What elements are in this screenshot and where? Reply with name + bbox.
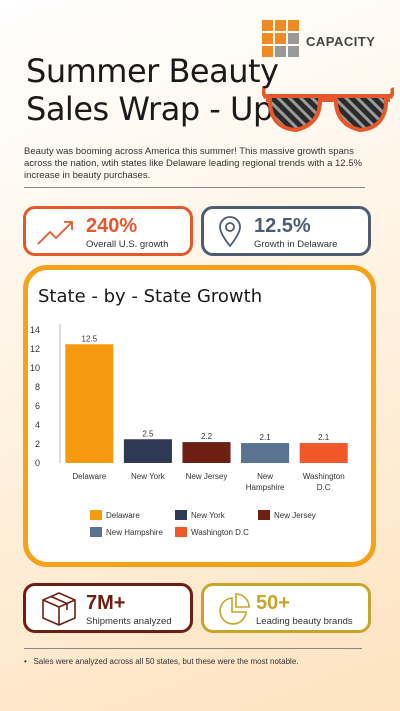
- legend-swatch: [175, 510, 187, 520]
- x-tick-label: Hampshire: [246, 483, 285, 492]
- stat-label: Shipments analyzed: [86, 616, 172, 627]
- legend-swatch: [258, 510, 270, 520]
- stat-card-shipments: 7M+ Shipments analyzed: [23, 583, 193, 633]
- x-tick-label: New Jersey: [186, 472, 228, 481]
- bar: [299, 443, 348, 463]
- footnote: • Sales were analyzed across all 50 stat…: [24, 657, 299, 666]
- title-line-2: Sales Wrap - Up: [26, 90, 273, 128]
- y-tick-label: 0: [35, 458, 40, 468]
- stat-card-delaware-growth: 12.5% Growth in Delaware: [201, 206, 371, 256]
- trending-up-icon: [37, 221, 73, 245]
- package-icon: [42, 592, 76, 626]
- divider: [24, 187, 365, 188]
- page-title: Summer Beauty Sales Wrap - Up: [26, 52, 279, 128]
- legend-item-new-hampshire: New Hampshire: [90, 527, 163, 537]
- y-tick-label: 14: [30, 325, 40, 335]
- legend-item-washington-dc: Washington D.C: [175, 527, 249, 537]
- data-label: 2.5: [142, 429, 154, 438]
- brand-name: CAPACITY: [306, 34, 376, 49]
- x-tick-label: Delaware: [72, 472, 106, 481]
- y-tick-label: 6: [35, 401, 40, 411]
- legend-swatch: [90, 510, 102, 520]
- legend-label: New Hampshire: [106, 527, 163, 537]
- brand-logo: CAPACITY: [262, 20, 392, 62]
- stat-card-brands: 50+ Leading beauty brands: [201, 583, 371, 633]
- stat-value: 7M+: [86, 592, 126, 614]
- legend-item-new-york: New York: [175, 510, 225, 520]
- footnote-text: Sales were analyzed across all 50 states…: [33, 657, 299, 666]
- y-tick-label: 12: [30, 344, 40, 354]
- data-label: 12.5: [82, 334, 98, 343]
- stat-card-us-growth: 240% Overall U.S. growth: [23, 206, 193, 256]
- bar-chart: 0 2 4 6 8 10 12 14 12.5 Delaware 2.5 New York 2.2 New…: [30, 324, 348, 492]
- legend-label: Delaware: [106, 510, 140, 520]
- chart-card: State - by - State Growth 0 2 4 6 8 10 12 14 12.…: [23, 265, 376, 567]
- y-tick-label: 10: [30, 363, 40, 373]
- legend-item-delaware: Delaware: [90, 510, 140, 520]
- x-tick-label: New: [257, 472, 273, 481]
- x-tick-label: D.C: [317, 483, 331, 492]
- bar: [241, 443, 290, 463]
- y-tick-label: 8: [35, 382, 40, 392]
- legend-swatch: [90, 527, 102, 537]
- map-pin-icon: [219, 216, 241, 248]
- stat-label: Leading beauty brands: [256, 616, 353, 627]
- bar: [123, 439, 172, 463]
- stat-label: Growth in Delaware: [254, 239, 338, 250]
- legend-item-new-jersey: New Jersey: [258, 510, 316, 520]
- legend-label: Washington D.C: [191, 527, 249, 537]
- chart-title: State - by - State Growth: [38, 286, 263, 307]
- sunglasses-icon: [262, 87, 394, 133]
- stat-value: 12.5%: [254, 215, 311, 237]
- bar: [65, 344, 114, 463]
- data-label: 2.2: [201, 432, 213, 441]
- x-tick-label: Washington: [303, 472, 345, 481]
- bar: [182, 442, 231, 463]
- legend-swatch: [175, 527, 187, 537]
- y-tick-label: 4: [35, 420, 40, 430]
- logo-mark-icon: [262, 20, 304, 62]
- y-tick-label: 2: [35, 439, 40, 449]
- pie-chart-icon: [219, 593, 250, 625]
- stat-value: 50+: [256, 592, 290, 614]
- x-tick-label: New York: [131, 472, 166, 481]
- legend-label: New York: [191, 510, 225, 520]
- stat-label: Overall U.S. growth: [86, 239, 169, 250]
- title-line-1: Summer Beauty: [26, 52, 279, 90]
- stat-value: 240%: [86, 215, 138, 237]
- intro-paragraph: Beauty was booming across America this s…: [24, 146, 362, 181]
- divider: [24, 648, 362, 649]
- data-label: 2.1: [318, 433, 330, 442]
- legend-label: New Jersey: [274, 510, 316, 520]
- data-label: 2.1: [260, 433, 272, 442]
